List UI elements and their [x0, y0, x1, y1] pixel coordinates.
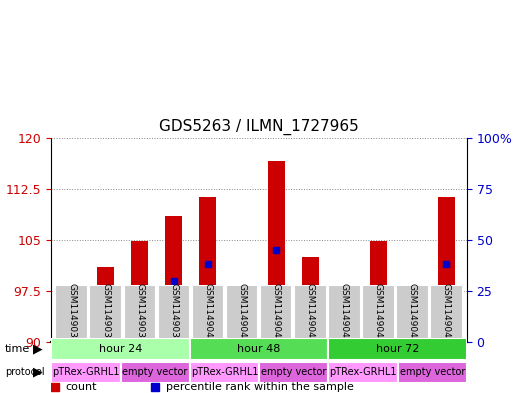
Text: ▶: ▶	[33, 366, 43, 379]
Text: pTRex-GRHL1: pTRex-GRHL1	[329, 367, 397, 377]
Bar	[370, 241, 387, 342]
Text: GSM1149043: GSM1149043	[238, 283, 247, 343]
FancyBboxPatch shape	[124, 285, 156, 342]
Text: GSM1149044: GSM1149044	[408, 283, 417, 343]
Text: time: time	[5, 344, 30, 354]
FancyBboxPatch shape	[192, 285, 224, 342]
Text: empty vector: empty vector	[261, 367, 326, 377]
FancyBboxPatch shape	[430, 285, 463, 342]
Text: GSM1149041: GSM1149041	[204, 283, 212, 343]
FancyBboxPatch shape	[328, 338, 467, 360]
FancyBboxPatch shape	[362, 285, 394, 342]
FancyBboxPatch shape	[259, 362, 328, 383]
Bar	[63, 298, 80, 342]
FancyBboxPatch shape	[396, 285, 429, 342]
Text: GSM1149042: GSM1149042	[306, 283, 314, 343]
FancyBboxPatch shape	[157, 285, 190, 342]
Text: protocol: protocol	[5, 367, 45, 377]
FancyBboxPatch shape	[190, 362, 259, 383]
Bar	[438, 198, 455, 342]
Bar	[165, 216, 183, 342]
Text: GSM1149037: GSM1149037	[67, 283, 76, 344]
FancyBboxPatch shape	[51, 338, 190, 360]
Bar	[268, 162, 285, 342]
FancyBboxPatch shape	[51, 362, 121, 383]
Text: hour 48: hour 48	[238, 344, 281, 354]
FancyBboxPatch shape	[260, 285, 292, 342]
FancyBboxPatch shape	[55, 285, 88, 342]
Bar	[131, 241, 148, 342]
FancyBboxPatch shape	[190, 338, 328, 360]
Bar	[200, 198, 216, 342]
Text: GSM1149047: GSM1149047	[374, 283, 383, 343]
Text: empty vector: empty vector	[400, 367, 465, 377]
Text: GSM1149040: GSM1149040	[271, 283, 281, 343]
Text: hour 24: hour 24	[99, 344, 142, 354]
Text: pTRex-GRHL1: pTRex-GRHL1	[191, 367, 258, 377]
FancyBboxPatch shape	[398, 362, 467, 383]
Title: GDS5263 / ILMN_1727965: GDS5263 / ILMN_1727965	[159, 119, 359, 135]
Bar	[404, 325, 421, 342]
FancyBboxPatch shape	[328, 362, 398, 383]
Bar	[336, 318, 353, 342]
FancyBboxPatch shape	[89, 285, 122, 342]
Text: count: count	[66, 382, 97, 392]
Text: ▶: ▶	[33, 342, 43, 355]
Text: GSM1149045: GSM1149045	[340, 283, 349, 343]
Bar	[233, 305, 250, 342]
Text: GSM1149038: GSM1149038	[169, 283, 179, 344]
Bar	[302, 257, 319, 342]
Text: percentile rank within the sample: percentile rank within the sample	[166, 382, 353, 392]
Text: hour 72: hour 72	[376, 344, 419, 354]
Text: empty vector: empty vector	[123, 367, 188, 377]
FancyBboxPatch shape	[121, 362, 190, 383]
FancyBboxPatch shape	[328, 285, 361, 342]
Text: GSM1149046: GSM1149046	[442, 283, 451, 343]
FancyBboxPatch shape	[226, 285, 259, 342]
Text: GSM1149039: GSM1149039	[101, 283, 110, 344]
Bar	[97, 267, 114, 342]
Text: pTRex-GRHL1: pTRex-GRHL1	[52, 367, 120, 377]
Text: GSM1149036: GSM1149036	[135, 283, 144, 344]
FancyBboxPatch shape	[294, 285, 326, 342]
